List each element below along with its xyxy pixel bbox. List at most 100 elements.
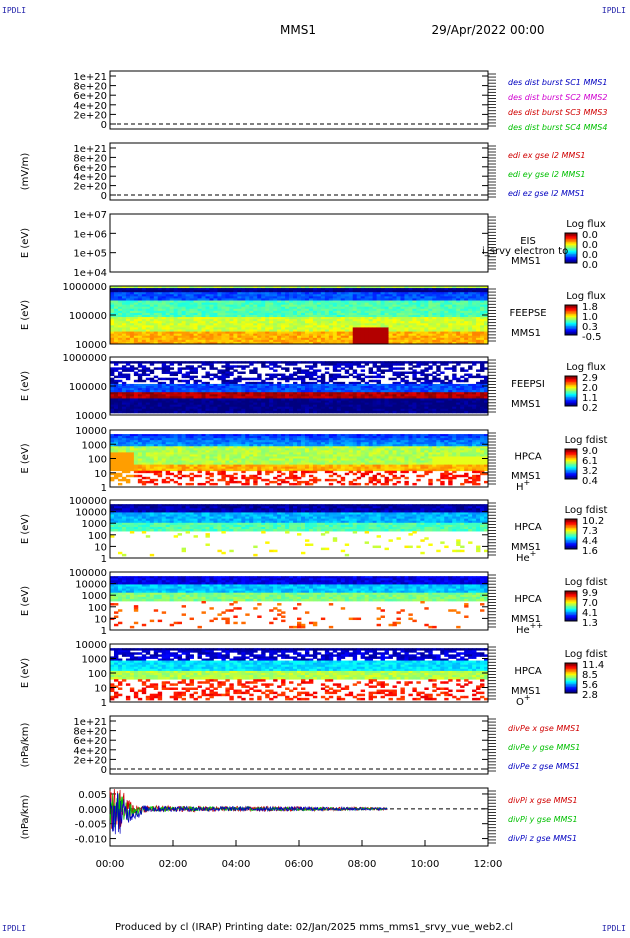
spectrogram-cell [202,376,206,378]
spectrogram-cell [325,411,329,413]
panel-frame [110,214,488,272]
spectrogram-cell [456,363,460,365]
spectrogram-cell [309,367,313,369]
spectrogram-cell [341,411,345,413]
spectrogram-cell [428,411,432,413]
spectrogram-cell [381,365,385,367]
y-tick-label: 0 [101,191,107,202]
spectrogram-cell [297,372,301,374]
spectrogram-cell [345,376,349,378]
spectrogram-cell [373,380,377,382]
corner-label-bottom-left: IPDLI [2,924,26,933]
spectrogram-cell [265,411,269,413]
spectrogram-cell [468,411,472,413]
spectrogram-cell [412,365,416,367]
spectrogram-cell [396,367,400,369]
spectrogram-cell [412,378,416,380]
spectrogram-cell [134,374,138,376]
spectrogram-cell [313,374,317,376]
spectrogram-cell [400,374,404,376]
y-tick-label: 1e+07 [73,210,107,221]
spectrogram-cell [369,372,373,374]
spectrogram-cell [166,361,170,363]
spectrogram-cell [253,372,257,374]
spectrogram-cell [297,411,301,413]
spectrogram-cell [400,367,404,369]
spectrogram-cell [229,411,233,413]
legend-edi-2: edi ez gse l2 MMS1 [508,189,585,198]
spectrogram-cell [341,363,345,365]
spectrogram-cell [285,411,289,413]
spectrogram-cell [309,411,313,413]
spectrogram-cell [158,411,162,413]
spectrogram-cell [464,374,468,376]
spectrogram-cell [389,378,393,380]
y-tick-label: 1000000 [62,353,107,364]
spectrogram-cell [361,374,365,376]
spectrogram-cell [233,365,237,367]
spectrogram-cell [385,369,389,371]
spectrogram-cell [265,365,269,367]
spectrogram-cell [369,411,373,413]
spectrogram-cell [301,411,305,413]
spectrogram-cell [456,411,460,413]
spectrogram-cell [146,374,150,376]
spectrogram-cell [118,411,122,413]
spectrogram-cell [209,367,213,369]
spectrogram-cell [329,363,333,365]
spectrogram-cell [245,378,249,380]
spectrogram-cell [432,411,436,413]
y-tick-label: 10000 [75,340,107,351]
spectrogram-cell [162,378,166,380]
spectrogram-cell [424,369,428,371]
spectrogram-cell [198,361,202,363]
spectrogram-cell [369,380,373,382]
spectrogram-cell [448,367,452,369]
spectrogram-cell [393,411,397,413]
spectrogram-cell [361,361,365,363]
spectrogram-cell [305,365,309,367]
spectrogram-cell [213,376,217,378]
spectrogram-cell [154,380,158,382]
spectrogram-cell [476,369,480,371]
spectrogram-cell [257,361,261,363]
spectrogram-cell [122,376,126,378]
spectrogram-cell [416,365,420,367]
spectrogram-cell [420,363,424,365]
spectrogram-cell [265,374,269,376]
spectrogram-cell [217,372,221,374]
spectrogram-cell [237,411,241,413]
spectrogram-cell [273,376,277,378]
spectrogram-cell [122,411,126,413]
spectrogram-cell [150,380,154,382]
colorbar-title: Log flux [566,219,606,230]
spectrogram-cell [138,380,142,382]
y-axis-label: (mV/m) [20,153,31,191]
spectrogram-cell [448,411,452,413]
spectrogram-cell [158,367,162,369]
spectrogram-cell [432,380,436,382]
spectrogram-cell [289,378,293,380]
spectrogram-cell [420,378,424,380]
spectrogram-cell [321,363,325,365]
spectrogram-cell [464,369,468,371]
spectrogram-cell [269,363,273,365]
spectrogram-cell [305,376,309,378]
spectrogram-cell [118,361,122,363]
spectrogram-cell [217,411,221,413]
spectrogram-cell [138,369,142,371]
spectrogram-cell [229,367,233,369]
spectrogram-cell [369,361,373,363]
spectrogram-cell [150,411,154,413]
panel-hpca_h [110,430,577,487]
spectrogram-cell [118,376,122,378]
spectrogram-cell [146,378,150,380]
spectrogram-cell [142,411,146,413]
spectrogram-cell [305,361,309,363]
spectrogram-cell [154,376,158,378]
spectrogram-cell [186,411,190,413]
spectrogram-cell [281,378,285,380]
spectrogram-cell [190,372,194,374]
spectrogram-cell [381,411,385,413]
spectrogram-cell [309,361,313,363]
